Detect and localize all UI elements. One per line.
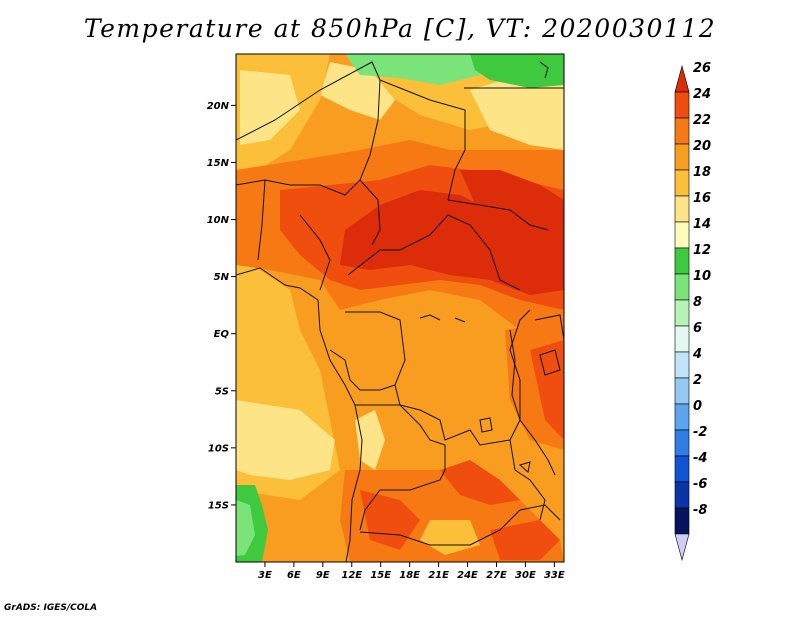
colorbar-level-label: 0 [693, 399, 702, 414]
coast-north [539, 61, 549, 79]
colorbar-swatch [674, 273, 690, 301]
colorbar-swatch [674, 299, 690, 327]
lon-tick-label: 27E [486, 570, 507, 581]
colorbar-swatch [674, 455, 690, 483]
colorbar-level-label: 18 [693, 165, 711, 180]
border-central-1 [347, 214, 521, 291]
temp-band-26-core [340, 190, 564, 295]
lat-tick-label: 5N [214, 272, 230, 283]
lon-tick-label: 21E [428, 570, 449, 581]
lon-tick-label: 15E [370, 570, 391, 581]
border-west-3 [299, 214, 331, 291]
border-congo-1 [329, 311, 406, 391]
colorbar-top-triangle [674, 64, 690, 93]
border-central-2 [447, 199, 549, 231]
temperature-field [236, 54, 564, 562]
lake-outline-3 [518, 461, 531, 473]
lat-tick-label: 10N [207, 215, 230, 226]
temp-band-16-north [320, 62, 395, 120]
temp-band-24-se-corner [490, 520, 560, 560]
colorbar-level-label: 8 [693, 295, 702, 310]
lat-tick-label: 10S [208, 443, 229, 454]
temp-band-16-southwest [236, 400, 335, 480]
border-west-1 [236, 179, 361, 196]
colorbar-swatch [674, 169, 690, 197]
colorbar-swatch [674, 91, 690, 119]
temp-band-16-nw [240, 70, 300, 145]
lat-tick-label: 20N [207, 101, 230, 112]
border-east-2 [534, 314, 564, 341]
colorbar-swatch [674, 507, 690, 535]
colorbar-swatch [674, 117, 690, 145]
lon-tick-label: 6E [287, 570, 301, 581]
temp-band-26-east [460, 170, 564, 240]
colorbar-level-label: 6 [693, 321, 702, 336]
border-south-2 [359, 509, 521, 546]
colorbar-level-label: -2 [693, 425, 707, 440]
border-north-1 [236, 61, 466, 201]
colorbar-swatch [674, 143, 690, 171]
latitude-axis: 20N 15N 10N 5N EQ 5S 10S 15S [207, 101, 236, 511]
colorbar-swatch [674, 429, 690, 457]
temp-band-10-southwest [236, 500, 255, 556]
lake-outline-1 [479, 417, 493, 433]
colorbar-level-label: -6 [693, 477, 707, 492]
colorbar-level-label: 16 [693, 191, 711, 206]
colorbar-swatch [674, 247, 690, 275]
colorbar-level-label: 10 [693, 269, 711, 284]
lon-tick-label: 24E [457, 570, 478, 581]
border-west-2 [257, 179, 266, 261]
chart-title: Temperature at 850hPa [C], VT: 202003011… [83, 14, 717, 43]
border-east-lakes [509, 329, 556, 476]
temp-band-18-southcentral [420, 520, 480, 555]
colorbar-level-label: 2 [693, 373, 702, 388]
lat-tick-label: 15N [207, 158, 230, 169]
lon-tick-label: 9E [316, 570, 330, 581]
lon-tick-label: 30E [515, 570, 536, 581]
lon-tick-label: 18E [399, 570, 420, 581]
colorbar-level-label: 12 [693, 243, 711, 258]
border-west-coast [236, 267, 363, 562]
map-frame [235, 53, 565, 563]
colorbar-swatch [674, 325, 690, 353]
temp-band-24-south [360, 490, 420, 550]
border-southeast [519, 504, 561, 521]
colorbar-level-label: -8 [693, 503, 707, 518]
lat-tick-label: EQ [214, 329, 230, 340]
grads-credit: GrADS: IGES/COLA [4, 603, 98, 613]
colorbar-swatch [674, 221, 690, 249]
lat-tick-label: 5S [215, 386, 229, 397]
lake-outline-2 [419, 314, 466, 323]
temp-band-16-coast [355, 410, 385, 470]
lon-tick-label: 12E [341, 570, 362, 581]
lat-tick-label: 15S [208, 500, 229, 511]
colorbar-level-label: 26 [693, 61, 711, 76]
border-south-3 [509, 439, 546, 521]
colorbar-swatch [674, 377, 690, 405]
colorbar-level-label: 14 [693, 217, 711, 232]
colorbar-level-label: 20 [693, 139, 711, 154]
border-east-3 [539, 349, 561, 376]
longitude-axis: 3E 6E 9E 12E 15E 18E 21E 24E 27E 30E 33E [258, 562, 565, 581]
lon-tick-label: 33E [544, 570, 565, 581]
colorbar-level-label: 24 [693, 87, 711, 102]
country-borders [236, 61, 564, 562]
colorbar-swatch [674, 351, 690, 379]
lon-tick-label: 3E [258, 570, 272, 581]
colorbar-level-label: 4 [692, 347, 702, 362]
colorbar-swatch [674, 195, 690, 223]
colorbar-level-label: -4 [693, 451, 707, 466]
border-south-1 [355, 404, 446, 531]
colorbar-swatch [674, 403, 690, 431]
temp-band-10-north [345, 54, 480, 85]
colorbar-level-label: 22 [693, 113, 711, 128]
temp-band-24-southeast [440, 460, 520, 505]
temp-band-16-ne [470, 75, 564, 150]
temp-band-24-east [530, 340, 564, 440]
border-congo-2 [394, 309, 531, 446]
colorbar-swatch [674, 481, 690, 509]
colorbar-bottom-triangle [674, 533, 690, 562]
